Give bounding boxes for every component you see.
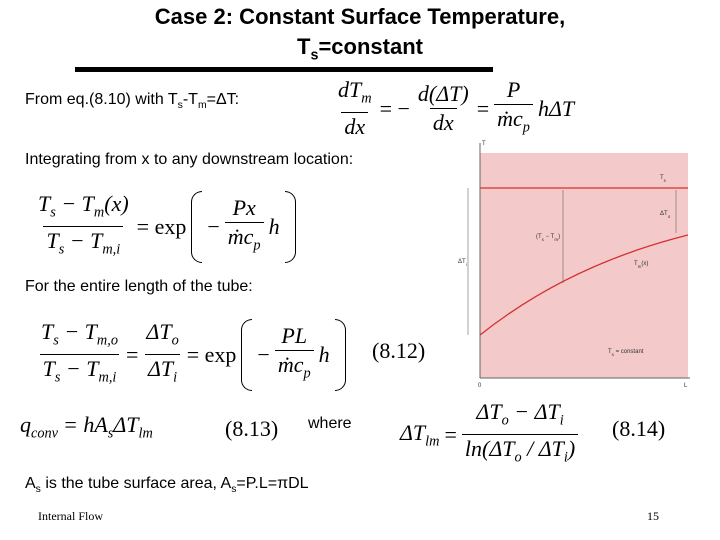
subscript: m,i (102, 241, 121, 258)
subscript: m (554, 237, 558, 242)
eq-part: h (318, 341, 330, 367)
subscript: s (664, 178, 667, 183)
subscript: p (253, 237, 261, 254)
footer: Internal Flow (38, 509, 103, 523)
subscript: i (173, 369, 178, 386)
subscript: i (466, 262, 467, 267)
eq-part: ṁcp (274, 350, 314, 387)
subscript: m (638, 264, 642, 269)
subscript: o (514, 449, 522, 466)
fig-label: Tm(x) (634, 261, 648, 269)
fig-label: ΔTi (458, 259, 467, 267)
subscript: p (522, 119, 530, 136)
subscript: m (197, 100, 207, 112)
paren (191, 190, 203, 263)
subscript: conv (31, 425, 58, 442)
eq-part: = (444, 421, 457, 447)
title: Ts=constant (297, 34, 423, 64)
subscript: lm (425, 433, 440, 450)
text: For the entire length of the tube: (25, 278, 253, 295)
equation: Ts − Tm(x) Ts − Tm,i = exp − Px ṁcp h (35, 190, 296, 264)
eq-part: Ts − Tm,i (43, 226, 124, 263)
eq-part: = − (379, 95, 410, 121)
eq-part: = (125, 341, 139, 367)
subscript: o (171, 332, 179, 349)
eq-part: ṁcp (224, 222, 264, 259)
subscript: s (231, 484, 237, 496)
eq-part: hΔT (537, 95, 575, 121)
eq-part: = (476, 95, 490, 121)
eq-part: − (257, 341, 270, 367)
subscript: m,i (98, 369, 117, 386)
title: Case 2: Constant Surface Temperature, (154, 4, 566, 29)
subscript: s (310, 47, 319, 64)
subscript: o (668, 214, 671, 219)
equation: Ts − Tm,o Ts − Tm,i = ΔTo ΔTi = exp − PL ṁc… (38, 318, 346, 392)
subscript: m,o (96, 332, 118, 349)
eq-part: = exp (136, 213, 187, 239)
eq-part: Px (232, 195, 256, 221)
figure: T Ts ΔTo (Ts − Tm) ΔTi Tm(x) Ts = consta… (458, 141, 690, 389)
paren (284, 190, 296, 263)
subscript: i (559, 412, 564, 429)
subscript: p (303, 365, 311, 382)
eq-part: ln(ΔTo / ΔTi) (461, 434, 579, 471)
eq-part: ΔTlm (400, 419, 440, 450)
fig-label: Ts (660, 175, 667, 183)
subscript: m (93, 204, 105, 221)
subscript: s (107, 425, 114, 442)
subscript: lm (138, 425, 153, 442)
eq-part: dx (429, 108, 457, 137)
equation: qconv = hAsΔTlm (20, 412, 153, 442)
paren (334, 318, 346, 391)
eq-part: PL (281, 323, 308, 349)
text: From eq.(8.10) with Ts-Tm=ΔT: (25, 91, 240, 112)
eq-part: = exp (186, 341, 237, 367)
eq-part: = hAsΔTlm (63, 412, 153, 442)
subscript: s (58, 241, 65, 258)
page-number: 15 (647, 509, 659, 523)
eq-part: ΔTo (146, 319, 179, 349)
text: As is the tube surface area, As=P.L=πDL (25, 475, 309, 496)
eq-part: ΔTi (144, 354, 181, 391)
eq-part: − (207, 213, 220, 239)
subscript: s (53, 332, 59, 349)
subscript: s (50, 204, 56, 221)
fig-label: (Ts − Tm) (536, 234, 560, 242)
eq-part: ṁcp (494, 104, 533, 141)
eq-part: Ts − Tm,o (41, 319, 118, 349)
eq-part: dx (341, 112, 369, 141)
eq-part: P (506, 77, 521, 102)
eq-number: (8.13) (225, 416, 279, 441)
subscript: s (177, 100, 183, 112)
panel (480, 153, 688, 378)
eq-part: qconv (20, 412, 58, 442)
eq-part: dTm (338, 77, 372, 107)
tm-curve (479, 234, 689, 336)
fig-label: L (684, 383, 688, 389)
fig-label: Ts = constant (608, 349, 644, 357)
subscript: m (361, 90, 372, 107)
subscript: o (501, 412, 509, 429)
eq-number: (8.14) (612, 416, 666, 441)
subscript: s (35, 484, 41, 496)
fig-label: T (482, 141, 486, 147)
text: Integrating from x to any downstream loc… (25, 151, 354, 168)
text: where (308, 415, 352, 432)
fig-label: 0 (478, 383, 482, 389)
eq-part: h (268, 213, 280, 239)
eq-part: d(ΔT) (417, 81, 469, 107)
fig-label: ΔTo (660, 211, 671, 219)
eq-number: (8.12) (372, 338, 426, 363)
eq-part: Ts − Tm,i (39, 354, 120, 391)
eq-part: ΔTo − ΔTi (476, 399, 564, 429)
subscript: s (54, 369, 61, 386)
equation: ΔTlm = ΔTo − ΔTi ln(ΔTo / ΔTi) (400, 398, 579, 472)
subscript: i (563, 449, 568, 466)
rule (75, 67, 493, 72)
eq-part: Ts − Tm(x) (38, 191, 129, 221)
paren (241, 318, 253, 391)
